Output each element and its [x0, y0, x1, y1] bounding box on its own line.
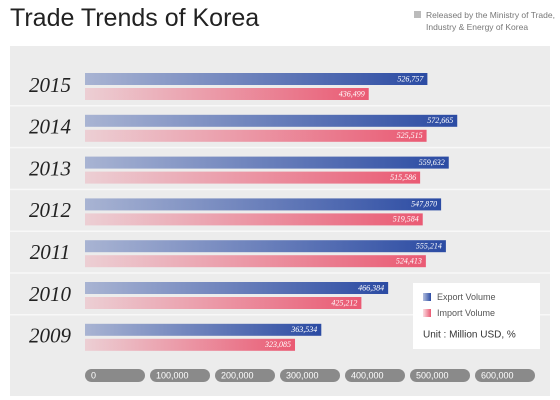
y-tick-label: 2014 — [29, 115, 72, 139]
y-tick-label: 2009 — [29, 324, 72, 348]
legend-label: Export Volume — [437, 292, 496, 302]
value-label: 559,632 — [419, 158, 445, 167]
bar — [85, 198, 442, 211]
legend-swatch — [423, 309, 431, 317]
bar — [85, 88, 369, 100]
bar — [85, 338, 296, 351]
bar — [85, 282, 389, 294]
x-tick — [345, 369, 405, 382]
bar — [85, 323, 322, 336]
bar — [85, 73, 428, 85]
x-tick-label: 500,000 — [416, 370, 449, 380]
bar — [85, 297, 362, 309]
y-tick-label: 2010 — [29, 282, 72, 306]
chart-title: Trade Trends of Korea — [10, 4, 260, 32]
x-tick — [280, 369, 340, 382]
legend-swatch — [423, 293, 431, 301]
y-tick-label: 2015 — [29, 73, 71, 97]
value-label: 572,665 — [427, 116, 453, 125]
legend-label: Import Volume — [437, 308, 495, 318]
bar — [85, 255, 426, 268]
x-tick — [475, 369, 535, 382]
x-tick — [410, 369, 470, 382]
y-tick-label: 2011 — [30, 240, 70, 264]
y-tick-label: 2013 — [29, 156, 71, 180]
x-tick — [150, 369, 210, 382]
bar — [85, 156, 449, 169]
value-label: 425,212 — [331, 298, 357, 307]
x-tick-label: 300,000 — [286, 370, 319, 380]
value-label: 555,214 — [416, 242, 442, 251]
value-label: 466,384 — [358, 283, 384, 292]
unit-note: Unit : Million USD, % — [423, 330, 516, 341]
value-label: 436,499 — [339, 89, 365, 98]
x-tick-label: 100,000 — [156, 370, 189, 380]
value-label: 519,584 — [393, 215, 419, 224]
x-tick-label: 0 — [91, 370, 96, 380]
x-tick-label: 400,000 — [351, 370, 384, 380]
source-note: Released by the Ministry of Trade, Indus… — [414, 9, 560, 33]
y-tick-label: 2012 — [29, 198, 72, 222]
value-label: 526,757 — [397, 74, 424, 83]
value-label: 547,870 — [411, 200, 437, 209]
x-tick-label: 600,000 — [481, 370, 514, 380]
value-label: 515,586 — [390, 173, 416, 182]
x-tick-label: 200,000 — [221, 370, 254, 380]
bar — [85, 171, 421, 184]
x-tick — [215, 369, 275, 382]
value-label: 363,534 — [290, 325, 317, 334]
x-tick — [85, 369, 145, 382]
bar — [85, 129, 427, 142]
bar — [85, 114, 458, 127]
bar — [85, 213, 423, 226]
value-label: 323,085 — [264, 340, 291, 349]
bar — [85, 240, 446, 253]
legend-box — [413, 283, 540, 349]
value-label: 525,515 — [397, 131, 423, 140]
value-label: 524,413 — [396, 257, 422, 266]
